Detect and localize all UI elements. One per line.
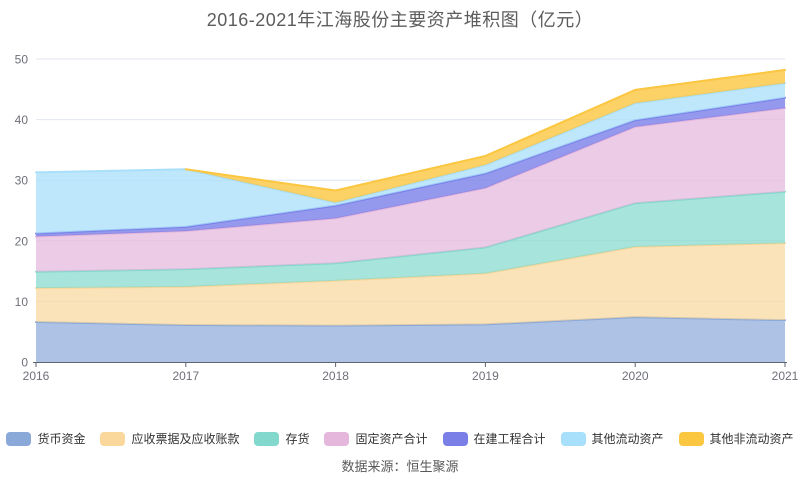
legend-label: 应收票据及应收账款: [131, 432, 240, 446]
legend-item-construction-in-progress-total[interactable]: 在建工程合计: [442, 430, 546, 447]
legend-label: 其他非流动资产: [709, 432, 794, 446]
legend-item-inventory[interactable]: 存货: [254, 430, 309, 447]
y-axis-tick-label: 20: [15, 234, 29, 248]
y-axis-tick-label: 50: [15, 53, 29, 67]
area-band-monetary-funds[interactable]: [36, 317, 785, 362]
stacked-area-chart[interactable]: 0 10 20 30 40 50 2016 2017 2018 2019 2020 2021: [0, 0, 800, 400]
area-band-inventory[interactable]: [36, 191, 785, 289]
legend-item-other-current-assets[interactable]: 其他流动资产: [560, 430, 664, 447]
chart-legend: 货币资金 应收票据及应收账款 存货 固定资产合计 在建工程合计 其他流动资产 其他非流动资产: [0, 430, 800, 447]
legend-label: 固定资产合计: [355, 432, 428, 446]
x-axis-tick-label: 2016: [23, 369, 50, 383]
x-axis-tick-label: 2020: [622, 369, 649, 383]
legend-swatch: [560, 431, 586, 446]
legend-swatch: [254, 431, 280, 446]
y-axis-tick-label: 10: [15, 295, 29, 309]
legend-label: 存货: [285, 432, 310, 446]
y-axis-tick-label: 30: [15, 174, 29, 188]
legend-item-monetary-funds[interactable]: 货币资金: [6, 430, 85, 447]
area-band-fixed-assets-total[interactable]: [36, 108, 785, 272]
legend-swatch: [6, 431, 32, 446]
x-axis-tick-label: 2021: [772, 369, 799, 383]
area-band-other-current-assets[interactable]: [36, 83, 785, 234]
legend-swatch: [100, 431, 126, 446]
x-axis-tick-label: 2018: [322, 369, 349, 383]
legend-swatch: [324, 431, 350, 446]
x-axis-tick-label: 2017: [172, 369, 199, 383]
area-band-notes-and-accounts-receivable[interactable]: [36, 243, 785, 326]
legend-swatch: [442, 431, 468, 446]
series-line-other-non-current-assets: [184, 68, 786, 192]
legend-item-fixed-assets-total[interactable]: 固定资产合计: [324, 430, 428, 447]
series-line-construction-in-progress-total: [35, 96, 786, 235]
data-source-caption: 数据来源：恒生聚源: [341, 459, 459, 474]
legend-item-other-non-current-assets[interactable]: 其他非流动资产: [678, 430, 794, 447]
y-axis-tick-label: 40: [15, 113, 29, 127]
area-band-construction-in-progress-total[interactable]: [36, 97, 785, 237]
x-axis: 2016 2017 2018 2019 2020 2021: [23, 362, 799, 383]
legend-item-notes-and-accounts-receivable[interactable]: 应收票据及应收账款: [100, 430, 239, 447]
legend-label: 货币资金: [37, 432, 86, 446]
x-axis-tick-label: 2019: [472, 369, 499, 383]
legend-label: 在建工程合计: [473, 432, 546, 446]
legend-swatch: [678, 431, 704, 446]
y-axis-labels: 0 10 20 30 40 50: [15, 53, 29, 370]
y-axis-tick-label: 0: [21, 356, 28, 370]
legend-label: 其他流动资产: [591, 432, 664, 446]
area-band-other-non-current-assets[interactable]: [36, 69, 785, 203]
chart-title: 2016-2021年江海股份主要资产堆积图（亿元）: [206, 10, 594, 30]
